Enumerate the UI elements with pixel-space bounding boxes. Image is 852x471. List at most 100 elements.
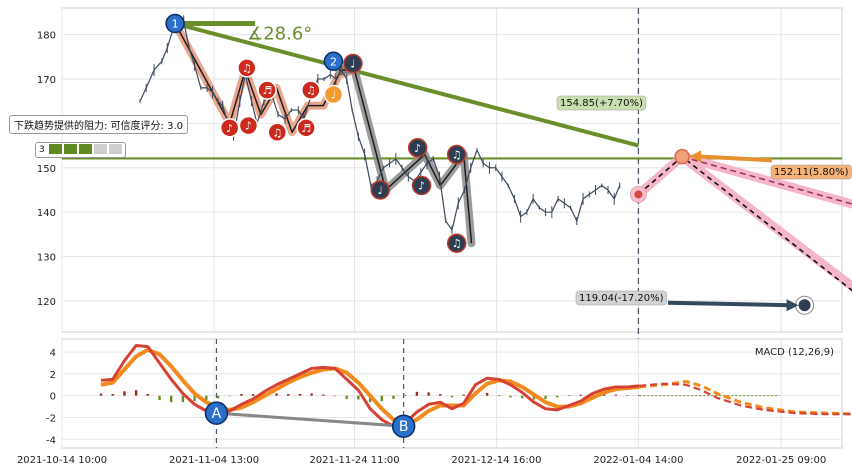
projection-lower-band [677, 152, 852, 292]
macd-hist-bar [123, 391, 126, 396]
target-low-arrow-head [786, 299, 799, 312]
macd-hist-bar [345, 395, 348, 399]
support-arrow [697, 154, 773, 163]
macd-hist-bar [193, 395, 196, 402]
macd-hist-bar [567, 395, 571, 396]
macd-hist-bar [614, 394, 617, 396]
resistance-text: 下跌趋势提供的阻力: 可信度评分: 3.0 [14, 121, 183, 132]
x-tick-label: 2022-01-25 09:00 [736, 455, 826, 466]
macd-hist-bar [368, 395, 372, 403]
x-tick-label: 2021-11-04 13:00 [169, 455, 259, 466]
macd-hist-bar [404, 395, 407, 396]
pattern-marker [238, 115, 259, 136]
pattern-marker [370, 180, 390, 200]
macd-hist-bar [170, 395, 173, 403]
support-point [674, 148, 690, 165]
y-tick-label: 120 [37, 297, 56, 308]
trend-angle-label: ∡28.6° [247, 24, 312, 45]
confidence-cell [48, 143, 62, 154]
macd-hist-bar [333, 395, 337, 397]
pattern-marker-label: ♪ [414, 142, 421, 155]
y-tick-label: 0 [50, 392, 56, 403]
y-tick-label: -2 [46, 413, 56, 424]
pattern-marker-label: ♪ [226, 122, 233, 135]
projection-upper-dashed [681, 155, 852, 205]
macd-hist-bar [450, 395, 454, 398]
pattern-marker-label: ♩ [331, 89, 336, 102]
target-low-arrow [667, 300, 791, 308]
macd-hist-bar [626, 395, 629, 396]
cross-marker [391, 414, 416, 438]
pattern-marker-label: ♫ [306, 84, 316, 97]
y-tick-label: 2 [50, 370, 56, 381]
confidence-cell [108, 143, 122, 154]
y-tick-label: 150 [37, 164, 56, 175]
x-tick-label: 2021-12-14 16:00 [451, 455, 541, 466]
support-arrow-head [689, 150, 702, 163]
pattern-marker-label: ♫ [452, 237, 462, 250]
pattern-marker-label: ♬ [262, 84, 272, 97]
pattern-marker-label: 1 [172, 18, 179, 31]
macd-hist-bar [205, 395, 208, 401]
macd-hist-bar [556, 395, 559, 398]
pattern-marker [219, 118, 240, 138]
macd-label: MACD (12,26,9) [755, 347, 834, 358]
macd-hist-bar [275, 393, 278, 396]
macd-hist-bar [99, 393, 103, 396]
confidence-cell [78, 143, 92, 154]
pattern-marker-label: ♬ [301, 122, 311, 135]
macd-hist-bar [521, 395, 524, 399]
macd-hist-bar [380, 395, 383, 402]
macd-hist-bar [439, 394, 442, 396]
current-point [634, 190, 643, 199]
pattern-marker [411, 175, 432, 196]
y-tick-label: 140 [37, 208, 56, 219]
pattern-marker [267, 122, 288, 143]
macd-hist-bar [485, 392, 489, 396]
trend-line [174, 21, 639, 148]
macd-hist-bar [427, 392, 430, 396]
pattern-marker-label: ♩ [378, 184, 383, 197]
confidence-score: 3 [39, 145, 45, 155]
macd-hist-bar [240, 394, 243, 396]
macd-hist-bar [310, 393, 313, 396]
confidence-score-box: 3 [35, 142, 126, 158]
macd-hist-bar [602, 394, 606, 396]
pattern-marker [323, 84, 344, 105]
pattern-marker-label: 2 [330, 55, 337, 68]
pattern-marker-label: ♫ [242, 62, 252, 75]
cross-marker-label: B [399, 419, 409, 435]
macd-hist-bar [158, 395, 161, 401]
macd-projection [639, 382, 852, 416]
macd-hist-bar [392, 395, 395, 399]
pattern-marker [446, 233, 467, 253]
pattern-marker [165, 13, 185, 34]
pattern-marker-label: ♪ [245, 120, 252, 133]
macd-hist-bar [216, 395, 220, 399]
pattern-marker [296, 118, 316, 138]
y-tick-label: -4 [46, 435, 56, 446]
price-panel: 120130140150160170180∡28.6°12♩♪♫♪♬♫♬♫♩♩♪… [37, 7, 852, 448]
pattern-marker-label: ♫ [272, 126, 282, 139]
pattern-marker [301, 80, 321, 100]
y-tick-label: 180 [37, 31, 56, 42]
macd-hist-bar [462, 394, 465, 396]
resistance-label: 下跌趋势提供的阻力: 可信度评分: 3.0 [9, 115, 188, 134]
x-tick-label: 2021-11-24 11:00 [309, 455, 399, 466]
y-tick-label: 130 [37, 253, 56, 264]
pattern-marker-label: ♫ [452, 148, 462, 161]
x-axis: 2021-10-14 10:00 2021-11-04 13:00 2021-11-… [17, 455, 826, 466]
macd-hist-bar [579, 394, 582, 396]
macd-hist-bar [544, 395, 547, 399]
target-high-label [556, 95, 647, 111]
pattern-marker [407, 138, 428, 158]
macd-hist-bar [497, 395, 500, 396]
macd-hist-bar [298, 394, 302, 396]
macd-hist-bar [322, 394, 325, 396]
target-low-label [575, 290, 667, 306]
macd-hist-bar [111, 394, 114, 396]
macd-line [100, 344, 640, 428]
pattern-marker [257, 80, 277, 100]
pattern-marker [343, 53, 363, 74]
